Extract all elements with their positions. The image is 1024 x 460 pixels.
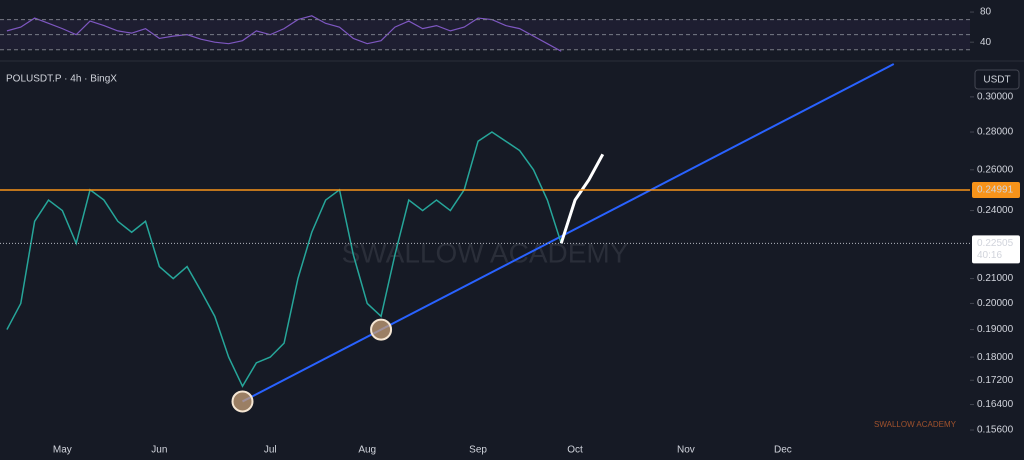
level-label: 0.24991	[977, 185, 1014, 196]
x-tick-label: Dec	[774, 445, 792, 456]
x-tick-label: Jul	[264, 445, 277, 456]
level-label-box	[972, 181, 1020, 198]
y-tick-label: 0.26000	[977, 164, 1014, 175]
x-tick-label: Sep	[469, 445, 487, 456]
x-tick-label: Aug	[358, 445, 376, 456]
y-tick-label: 0.19000	[977, 324, 1014, 335]
x-tick-label: May	[53, 445, 72, 456]
y-tick-label: 0.21000	[977, 273, 1014, 284]
symbol-title: POLUSDT.P · 4h · BingX	[6, 74, 117, 85]
y-tick-label: 0.17200	[977, 375, 1014, 386]
rsi-area	[6, 15, 562, 52]
price-line	[6, 131, 562, 388]
y-tick-label: 0.24000	[977, 205, 1014, 216]
trend-line	[242, 63, 895, 403]
watermark: SWALLOW ACADEMY	[342, 237, 629, 268]
rsi-tick-label: 40	[980, 37, 992, 48]
y-tick-label: 0.16400	[977, 399, 1014, 410]
y-tick-label: 0.15600	[977, 425, 1014, 436]
x-tick-label: Jun	[151, 445, 167, 456]
y-tick-label: 0.18000	[977, 352, 1014, 363]
rsi-line	[6, 15, 562, 52]
y-tick-label: 0.20000	[977, 298, 1014, 309]
touch-point	[370, 318, 393, 341]
rsi-tick-label: 80	[980, 7, 992, 18]
x-tick-label: Nov	[677, 445, 695, 456]
currency-button[interactable]	[974, 69, 1020, 90]
last-price-box	[972, 235, 1020, 264]
touch-point	[231, 390, 254, 413]
countdown-label: 40:16	[977, 250, 1002, 261]
x-tick-label: Oct	[567, 445, 583, 456]
last-price-label: 0.22505	[977, 238, 1014, 249]
currency-label[interactable]: USDT	[983, 75, 1010, 86]
y-tick-label: 0.30000	[977, 92, 1014, 103]
y-tick-label: 0.28000	[977, 127, 1014, 138]
plot-area	[6, 63, 895, 413]
footer-watermark: SWALLOW ACADEMY	[874, 420, 957, 429]
